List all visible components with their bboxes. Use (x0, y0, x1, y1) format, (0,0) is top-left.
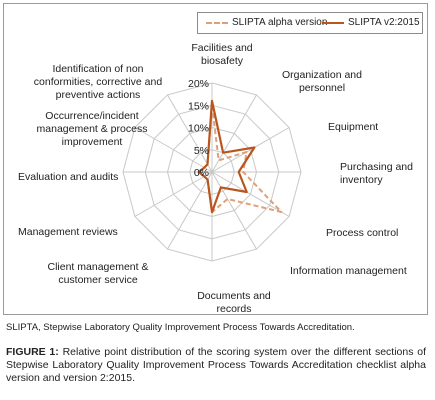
grid-spoke-10 (134, 127, 213, 173)
category-label-7: Client management & customer service (48, 261, 149, 286)
legend-swatch-v2 (322, 21, 344, 24)
radar-chart: 0% 5% 10% 15% 20% Facilities and biosafety Orga… (18, 42, 413, 314)
tick-label-1: 5% (194, 145, 209, 157)
category-label-0: Facilities and biosafety (191, 42, 252, 67)
tick-label-0: 0% (194, 167, 209, 179)
grid-spoke-8 (134, 171, 213, 217)
category-label-11: Identification of non conformities, corre… (34, 63, 163, 101)
caption-text: Relative point distribution of the scori… (6, 346, 427, 384)
category-label-5: Information management (290, 265, 407, 277)
category-label-4: Process control (326, 227, 398, 239)
category-label-2: Equipment (328, 121, 378, 133)
figure-caption: FIGURE 1: Relative point distribution of… (6, 346, 426, 385)
grid-spoke-11 (167, 94, 213, 173)
legend-label-v2: SLIPTA v2:2015 (348, 17, 420, 28)
grid-spoke-4 (211, 171, 290, 217)
series-line-v2 (197, 99, 256, 214)
category-label-6: Documents and records (197, 290, 271, 314)
category-label-9: Evaluation and audits (18, 171, 118, 183)
category-label-8: Management reviews (18, 226, 118, 238)
legend-item-v2: SLIPTA v2:2015 (322, 17, 420, 28)
grid-spoke-2 (211, 127, 290, 173)
abbreviation-note: SLIPTA, Stepwise Laboratory Quality Impr… (6, 322, 355, 333)
legend-label-alpha: SLIPTA alpha version (232, 17, 328, 28)
tick-label-4: 20% (188, 78, 209, 90)
tick-label-2: 10% (188, 123, 209, 135)
legend-swatch-alpha (206, 21, 228, 24)
legend: SLIPTA alpha version SLIPTA v2:2015 (197, 12, 423, 34)
grid-spoke-5 (211, 171, 257, 250)
category-label-1: Organization and personnel (282, 69, 362, 94)
legend-item-alpha: SLIPTA alpha version (206, 17, 327, 28)
grid-spoke-7 (167, 171, 213, 250)
chart-container: 0% 5% 10% 15% 20% Facilities and biosafety Orga… (3, 3, 428, 315)
category-label-10: Occurrence/incident management & process i… (37, 110, 148, 148)
tick-label-3: 15% (188, 100, 209, 112)
category-label-3: Purchasing and inventory (340, 161, 413, 186)
caption-label: FIGURE 1: (6, 346, 59, 358)
